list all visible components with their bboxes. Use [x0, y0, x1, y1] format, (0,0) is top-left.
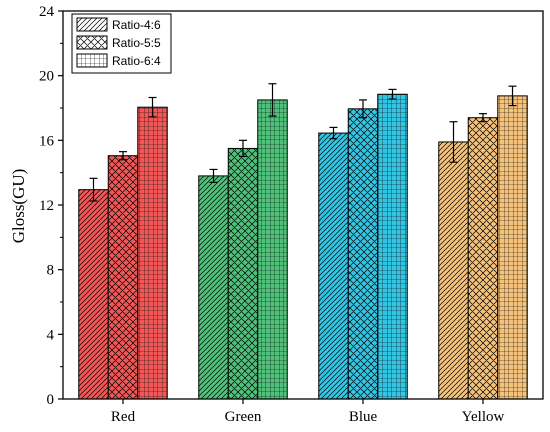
bar-green-ratio-5-5: [227, 147, 259, 400]
bar-yellow-ratio-4-6: [438, 141, 469, 400]
legend-label-ratio-4-6: Ratio-4:6: [112, 18, 161, 32]
error-bar-green-ratio-6-4: [268, 83, 277, 117]
y-tick-label: 4: [47, 327, 55, 343]
x-tick-label-green: Green: [225, 409, 262, 425]
error-bar-red-ratio-6-4: [148, 96, 157, 118]
legend: Ratio-4:6 Ratio-5:5 Ratio-6:4: [71, 13, 172, 74]
error-bar-yellow-ratio-6-4: [508, 85, 517, 107]
bar-yellow-ratio-5-5: [467, 117, 499, 400]
y-tick-label: 0: [47, 392, 55, 408]
legend-label-ratio-5-5: Ratio-5:5: [112, 36, 161, 50]
legend-swatch-ratio-6-4: [76, 53, 108, 68]
error-bar-red-ratio-5-5: [119, 151, 127, 161]
legend-swatch-ratio-4-6: [76, 17, 108, 32]
bars-layer: [78, 93, 528, 400]
bar-blue-ratio-4-6: [318, 132, 349, 400]
error-bars-layer: [89, 83, 517, 202]
error-bar-green-ratio-4-6: [209, 168, 218, 183]
bar-green-ratio-4-6: [198, 175, 229, 400]
y-tick-label: 12: [39, 198, 54, 214]
legend-label-ratio-6-4: Ratio-6:4: [112, 54, 161, 68]
x-tick-label-red: Red: [111, 409, 136, 425]
bar-red-ratio-5-5: [107, 155, 139, 400]
x-tick-label-yellow: Yellow: [462, 409, 505, 425]
error-bar-yellow-ratio-5-5: [479, 113, 487, 123]
x-tick-label-blue: Blue: [349, 409, 378, 425]
error-bar-red-ratio-4-6: [89, 177, 98, 202]
bar-red-ratio-6-4: [137, 106, 168, 400]
bar-blue-ratio-5-5: [347, 108, 379, 400]
error-bar-yellow-ratio-4-6: [449, 121, 458, 163]
y-tick-label: 8: [47, 263, 55, 279]
error-bar-blue-ratio-4-6: [329, 126, 338, 140]
y-tick-label: 16: [39, 133, 55, 149]
bar-green-ratio-6-4: [257, 99, 288, 400]
y-axis-title: Gloss(GU): [9, 169, 28, 244]
y-tick-label: 24: [39, 4, 55, 20]
error-bar-green-ratio-5-5: [239, 139, 247, 158]
legend-swatch-ratio-5-5: [76, 35, 108, 50]
axes: 0 4 8 12 16 20 24 Red Green Blue Yellow: [39, 4, 544, 425]
error-bar-blue-ratio-5-5: [359, 99, 367, 119]
error-bar-blue-ratio-6-4: [388, 88, 397, 100]
bar-yellow-ratio-6-4: [497, 95, 528, 400]
bar-blue-ratio-6-4: [377, 93, 408, 400]
bar-red-ratio-4-6: [78, 189, 109, 400]
y-tick-label: 20: [39, 69, 54, 85]
